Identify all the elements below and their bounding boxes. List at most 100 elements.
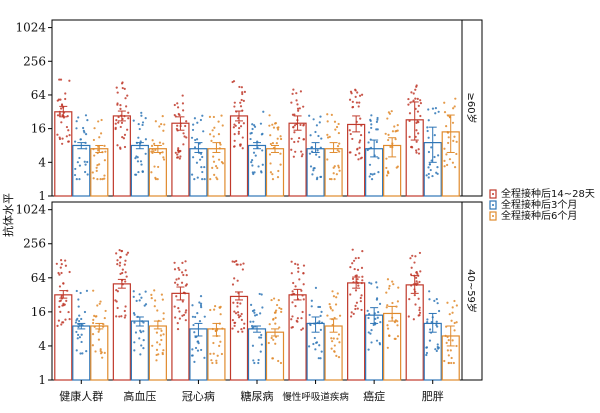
data-point — [296, 317, 299, 320]
data-point — [57, 271, 60, 275]
data-point — [436, 343, 439, 346]
data-point — [357, 158, 360, 161]
data-point — [203, 178, 206, 181]
data-point — [451, 161, 455, 164]
data-point — [58, 300, 61, 303]
data-point — [447, 361, 450, 365]
data-point — [142, 339, 145, 342]
data-point — [427, 108, 430, 111]
data-point — [219, 313, 222, 316]
data-point — [449, 349, 452, 352]
data-point — [203, 165, 206, 169]
data-point — [330, 178, 333, 181]
data-point — [318, 320, 321, 323]
data-point — [314, 286, 318, 289]
data-point — [391, 301, 394, 305]
data-point — [98, 136, 101, 139]
data-point — [217, 120, 220, 123]
data-point — [296, 263, 299, 266]
data-point — [417, 297, 420, 300]
data-point — [61, 142, 64, 145]
data-point — [162, 312, 165, 315]
data-point — [367, 348, 370, 351]
legend-key — [489, 211, 497, 221]
bar — [229, 295, 249, 381]
data-point — [292, 281, 295, 285]
data-point — [445, 325, 448, 328]
legend-label: 全程接种后14~28天 — [501, 187, 595, 200]
data-point — [160, 122, 163, 126]
data-point — [279, 137, 283, 141]
data-point — [75, 127, 78, 130]
data-point — [77, 305, 80, 308]
data-point — [123, 87, 126, 90]
data-point — [415, 151, 418, 154]
data-point — [350, 311, 353, 314]
data-point — [233, 133, 236, 136]
data-point — [302, 272, 305, 275]
data-point — [354, 307, 357, 311]
data-point — [447, 354, 450, 357]
data-point — [202, 130, 205, 133]
panel-strip — [461, 201, 483, 381]
data-point — [455, 321, 458, 324]
data-point — [210, 139, 213, 142]
data-point — [153, 165, 156, 168]
data-point — [115, 289, 118, 292]
data-point — [100, 118, 103, 122]
data-point — [434, 348, 437, 351]
data-point — [251, 309, 255, 313]
data-point — [249, 132, 252, 135]
data-point — [272, 338, 275, 341]
data-point — [378, 302, 382, 305]
data-point — [358, 146, 361, 149]
data-point — [231, 260, 234, 263]
data-point — [120, 121, 124, 124]
data-point — [376, 116, 379, 120]
data-point — [333, 344, 336, 347]
data-point — [137, 136, 140, 139]
data-point — [175, 295, 178, 298]
data-point — [61, 321, 64, 324]
data-point — [416, 120, 419, 123]
y-tick-label: 1 — [38, 189, 46, 203]
data-point — [312, 342, 315, 346]
data-point — [158, 141, 162, 144]
data-point — [419, 270, 422, 273]
data-point — [455, 152, 458, 156]
data-point — [133, 341, 136, 344]
data-point — [409, 273, 413, 276]
data-point — [142, 330, 145, 333]
data-point — [142, 321, 145, 324]
data-point — [437, 346, 440, 349]
data-point — [200, 166, 203, 169]
data-point — [429, 168, 432, 172]
data-point — [427, 136, 430, 139]
data-point — [237, 330, 240, 333]
data-point — [262, 110, 265, 113]
data-point — [121, 271, 124, 275]
data-point — [212, 155, 215, 158]
data-point — [76, 337, 79, 340]
data-point — [427, 166, 430, 169]
data-point — [279, 152, 282, 155]
data-point — [242, 327, 246, 330]
data-point — [349, 266, 352, 269]
data-point — [315, 124, 318, 127]
data-point — [299, 90, 303, 93]
data-point — [318, 155, 321, 159]
data-point — [274, 342, 277, 345]
bar — [207, 148, 226, 197]
bar — [54, 111, 73, 197]
data-point — [96, 178, 99, 181]
data-point — [77, 116, 80, 119]
data-point — [415, 140, 418, 143]
data-point — [451, 311, 454, 314]
data-point — [273, 122, 277, 125]
data-point — [141, 121, 145, 124]
data-point — [64, 318, 67, 321]
data-point — [239, 143, 242, 146]
data-point — [274, 309, 278, 312]
data-point — [300, 150, 303, 153]
data-point — [359, 139, 362, 142]
